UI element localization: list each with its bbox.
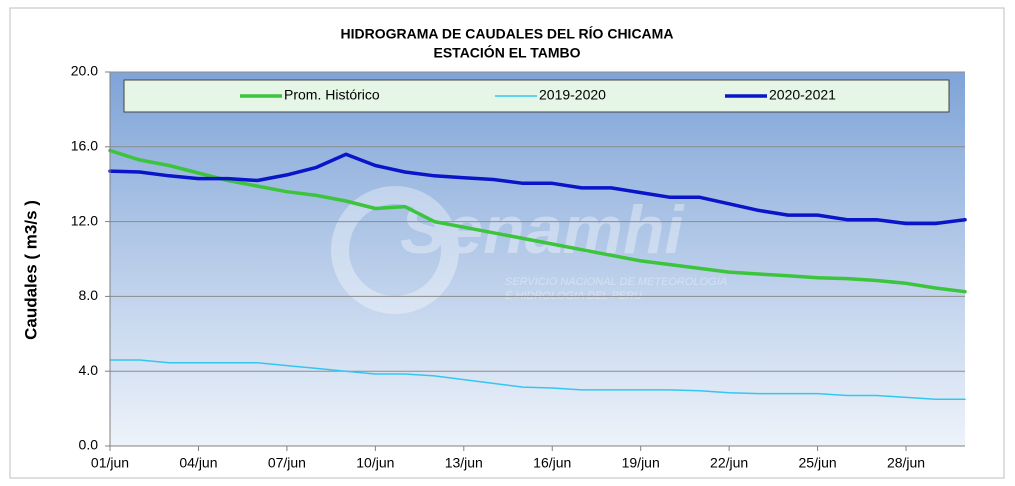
legend-label: 2020-2021 xyxy=(769,87,836,103)
watermark-logo xyxy=(331,186,459,314)
y-tick-label: 8.0 xyxy=(79,287,99,303)
x-tick-label: 07/jun xyxy=(268,455,306,471)
watermark-text: SERVICIO NACIONAL DE METEOROLOGIA xyxy=(505,276,727,288)
chart-subtitle: ESTACIÓN EL TAMBO xyxy=(434,44,581,61)
y-axis-label: Caudales ( m3/s ) xyxy=(21,200,40,340)
y-tick-label: 12.0 xyxy=(71,212,98,228)
legend-label: Prom. Histórico xyxy=(284,87,380,103)
chart-title: HIDROGRAMA DE CAUDALES DEL RÍO CHICAMA xyxy=(341,26,674,42)
y-tick-label: 20.0 xyxy=(71,63,98,79)
plot-area xyxy=(110,72,965,446)
x-tick-label: 19/jun xyxy=(622,455,660,471)
y-tick-label: 16.0 xyxy=(71,138,98,154)
series-line xyxy=(108,152,967,226)
series-line xyxy=(108,148,967,294)
watermark-text: Senamhi xyxy=(400,192,686,268)
y-tick-label: 0.0 xyxy=(79,437,99,453)
x-tick-label: 22/jun xyxy=(710,455,748,471)
x-tick-label: 16/jun xyxy=(533,455,571,471)
series-line xyxy=(109,359,966,401)
x-tick-label: 13/jun xyxy=(445,455,483,471)
x-tick-label: 25/jun xyxy=(799,455,837,471)
y-tick-label: 4.0 xyxy=(79,362,99,378)
x-tick-label: 01/jun xyxy=(91,455,129,471)
legend-label: 2019-2020 xyxy=(539,87,606,103)
x-tick-label: 28/jun xyxy=(887,455,925,471)
x-tick-label: 10/jun xyxy=(356,455,394,471)
x-tick-label: 04/jun xyxy=(179,455,217,471)
